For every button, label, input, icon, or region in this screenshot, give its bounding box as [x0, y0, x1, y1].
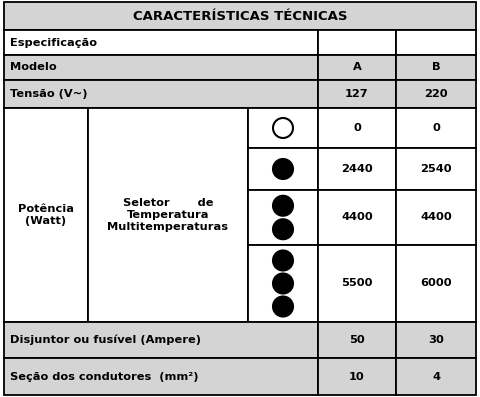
Bar — [318, 245, 396, 322]
Text: 2540: 2540 — [420, 164, 452, 174]
Text: 4: 4 — [432, 372, 440, 382]
Text: Potência
(Watt): Potência (Watt) — [18, 204, 74, 226]
Text: Especificação: Especificação — [10, 37, 97, 48]
Bar — [396, 148, 476, 190]
Text: 0: 0 — [353, 123, 361, 133]
Bar — [318, 80, 396, 108]
Bar — [396, 80, 476, 108]
Bar — [396, 30, 476, 55]
Text: 6000: 6000 — [420, 279, 452, 289]
Bar — [248, 108, 318, 148]
Bar — [396, 358, 476, 395]
Text: Seletor       de
Temperatura
Multitemperaturas: Seletor de Temperatura Multitemperaturas — [108, 198, 228, 231]
Circle shape — [273, 219, 293, 239]
Bar — [318, 148, 396, 190]
Bar — [396, 190, 476, 245]
Text: 10: 10 — [349, 372, 365, 382]
Text: 4400: 4400 — [341, 212, 373, 222]
Text: 4400: 4400 — [420, 212, 452, 222]
Bar — [396, 55, 476, 80]
Bar — [318, 358, 396, 395]
Bar — [4, 358, 318, 395]
Text: 2440: 2440 — [341, 164, 373, 174]
Bar — [318, 30, 396, 55]
Bar — [318, 322, 396, 358]
Bar — [4, 55, 318, 80]
Circle shape — [273, 118, 293, 138]
Bar — [4, 108, 88, 322]
Text: 5500: 5500 — [341, 279, 373, 289]
Circle shape — [273, 297, 293, 316]
Text: Disjuntor ou fusível (Ampere): Disjuntor ou fusível (Ampere) — [10, 335, 201, 345]
Text: Modelo: Modelo — [10, 62, 57, 73]
Text: 127: 127 — [345, 89, 369, 99]
Bar — [4, 30, 318, 55]
Bar — [248, 190, 318, 245]
Text: A: A — [353, 62, 361, 73]
Bar — [318, 190, 396, 245]
Bar — [318, 55, 396, 80]
Bar — [248, 148, 318, 190]
Circle shape — [273, 251, 293, 270]
Text: 50: 50 — [349, 335, 365, 345]
Bar — [396, 245, 476, 322]
Bar — [4, 2, 476, 30]
Text: 30: 30 — [428, 335, 444, 345]
Bar — [88, 108, 248, 322]
Bar — [396, 108, 476, 148]
Bar — [318, 108, 396, 148]
Text: 220: 220 — [424, 89, 448, 99]
Circle shape — [273, 274, 293, 293]
Bar — [4, 80, 318, 108]
Circle shape — [273, 159, 293, 179]
Bar — [248, 245, 318, 322]
Text: 0: 0 — [432, 123, 440, 133]
Text: Seção dos condutores  (mm²): Seção dos condutores (mm²) — [10, 372, 199, 382]
Bar — [396, 322, 476, 358]
Circle shape — [273, 196, 293, 216]
Text: B: B — [432, 62, 440, 73]
Text: Tensão (V~): Tensão (V~) — [10, 89, 87, 99]
Bar — [4, 322, 318, 358]
Text: CARACTERÍSTICAS TÉCNICAS: CARACTERÍSTICAS TÉCNICAS — [133, 10, 347, 23]
